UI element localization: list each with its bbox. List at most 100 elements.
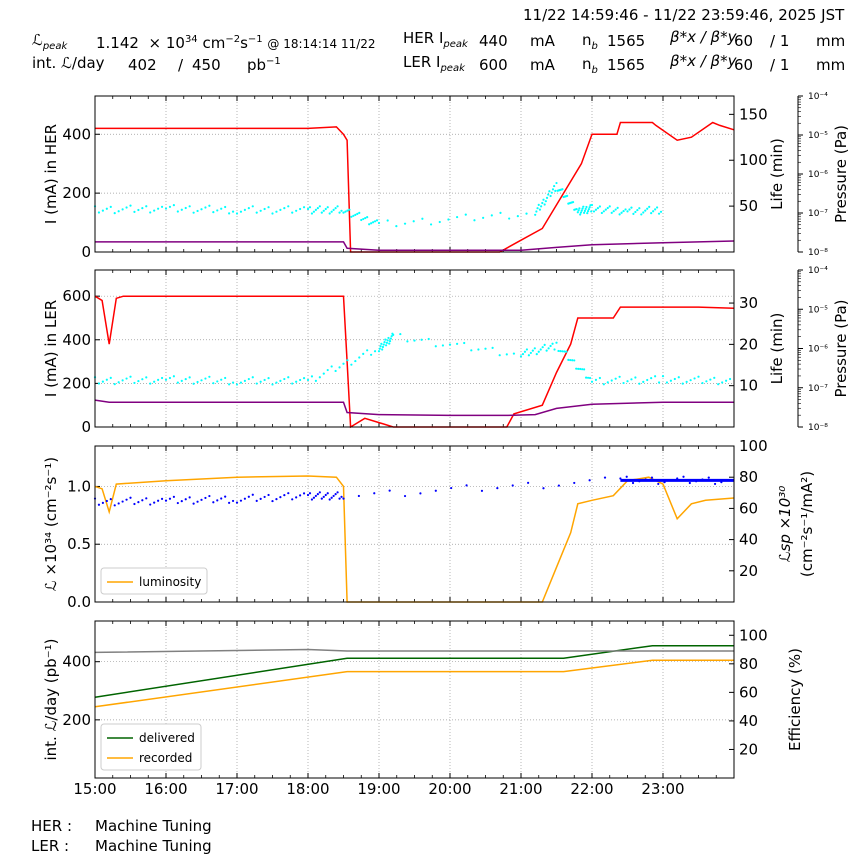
pressure-point [636, 208, 639, 212]
specific-point [160, 497, 164, 500]
pressure-point [117, 381, 120, 384]
pressure-point [220, 378, 223, 381]
pressure-point [571, 200, 575, 204]
pressure-point [725, 379, 728, 382]
pressure-point [685, 380, 688, 384]
specific-point [105, 499, 108, 503]
pressure-point [618, 213, 621, 216]
specific-point [302, 492, 306, 495]
pressure-point [565, 350, 568, 353]
pressure-point [652, 210, 655, 213]
y-tick-label: 400 [62, 331, 91, 349]
ler-status-value: Machine Tuning [95, 837, 212, 855]
pressure-point [689, 379, 692, 382]
pressure-point [318, 205, 321, 208]
pressure-point [200, 208, 203, 211]
pressure-point [484, 347, 487, 350]
her-ipeak-value: 440 [479, 32, 508, 50]
pressure-point [661, 375, 665, 378]
pressure-point [588, 376, 592, 380]
pressure-point [312, 210, 316, 213]
pressure-point [302, 377, 306, 380]
specific-point [332, 494, 335, 498]
pressure-point [352, 214, 355, 217]
pressure-point [581, 368, 584, 371]
pressure-point [640, 213, 643, 216]
pressure-point [697, 375, 700, 378]
pressure-point [346, 209, 349, 212]
pressure-point [299, 207, 302, 211]
pressure-point [490, 214, 493, 217]
pressure-point [499, 211, 502, 215]
pressure-point [395, 225, 398, 228]
pressure-point [360, 218, 363, 222]
specific-point [707, 476, 710, 479]
ler-nb-label: nb [582, 55, 598, 76]
pressure-point [586, 210, 590, 213]
pressure-point [555, 181, 558, 185]
pressure-point [366, 215, 369, 219]
pressure-point [537, 350, 540, 353]
specific-point [188, 496, 191, 499]
specific-point [434, 489, 437, 492]
pressure-point [594, 208, 598, 211]
pressure-point [164, 207, 168, 210]
y-axis-label: ℒ ×10³⁴ (cm⁻²s⁻¹) [42, 457, 60, 591]
specific-point [228, 501, 231, 504]
pressure-point [544, 200, 547, 203]
pressure-point [342, 211, 345, 214]
pressure-point [243, 208, 246, 212]
pressure-point [554, 189, 557, 192]
pressure-point [231, 210, 235, 213]
pressure-point [255, 211, 258, 214]
pressure-point [547, 347, 550, 350]
specific-point [125, 498, 128, 501]
pressure-point [255, 382, 258, 385]
pressure-point [160, 376, 164, 380]
y-tick-label: 200 [62, 374, 91, 392]
pressure-tick-label: 10⁻⁷ [808, 384, 828, 394]
specific-point [312, 496, 316, 499]
pressure-point [105, 378, 108, 381]
pressure-tick-label: 10⁻⁵ [808, 305, 828, 315]
pressure-point [157, 378, 160, 381]
pressure-point [576, 211, 579, 214]
pressure-point [145, 205, 148, 208]
pressure-point [586, 376, 590, 379]
pressure-point [583, 209, 587, 212]
pressure-point [141, 378, 144, 381]
her-beta-label: β*x / β*y [670, 28, 737, 46]
pressure-point [380, 342, 383, 345]
pressure-point [362, 217, 365, 221]
pressure-point [306, 207, 310, 211]
y2-tick-label: 40 [739, 531, 758, 549]
y-tick-label: 600 [62, 287, 91, 305]
pressure-point [101, 209, 104, 212]
pressure-point [717, 383, 720, 386]
pressure-point [630, 378, 633, 381]
pressure-point [555, 341, 558, 344]
pressure-point [583, 368, 586, 371]
ler-ipeak-unit: mA [530, 56, 555, 74]
pressure-point [172, 204, 175, 207]
pressure-point [358, 211, 361, 215]
y2-tick-label: 50 [739, 197, 758, 215]
pressure-point [557, 349, 560, 353]
pressure-point [389, 337, 392, 340]
y-tick-label: 1.0 [67, 477, 91, 495]
pressure-point [320, 211, 323, 214]
specific-point [688, 481, 691, 485]
pressure-point [295, 209, 298, 212]
pressure-point [516, 215, 519, 218]
pressure-point [287, 205, 290, 208]
specific-point [338, 497, 341, 500]
pressure-point [109, 205, 112, 209]
pressure-point [275, 210, 278, 213]
legend-label-recorded: recorded [139, 751, 192, 765]
y2-tick-label: 60 [739, 499, 758, 517]
pressure-point [665, 381, 669, 384]
pressure-point [129, 375, 132, 378]
pressure-point [590, 210, 593, 213]
pressure-point [571, 359, 574, 362]
